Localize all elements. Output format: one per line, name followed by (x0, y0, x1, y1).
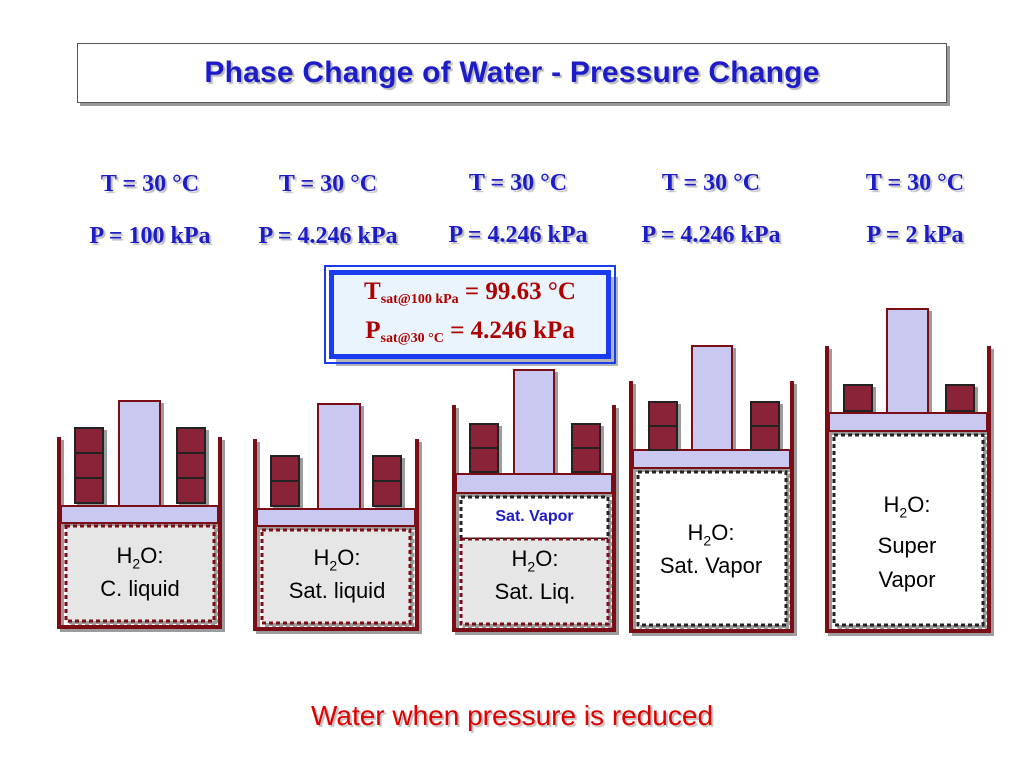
piston-4 (632, 449, 791, 469)
weight-block (750, 401, 780, 427)
state-4-pressure: P = 4.246 kPa (641, 222, 781, 248)
weight-block (176, 427, 206, 454)
state-4-content: H2O: Sat. Vapor (659, 520, 763, 579)
state-2-content: H2O: Sat. liquid (288, 545, 386, 604)
cylinder-5 (825, 308, 991, 633)
state-3-content: H2O: Sat. Liq. (494, 546, 576, 605)
piston-2 (256, 508, 416, 527)
weight-block (945, 384, 975, 412)
piston-3 (455, 473, 613, 494)
weight-block (270, 455, 300, 482)
state-1-temperature: T = 30 °C (100, 171, 200, 197)
weight-block (270, 480, 300, 507)
state-5-content: H2O: Super Vapor (877, 492, 937, 593)
piston-rod-3 (513, 369, 555, 475)
vapor-region-3 (459, 495, 610, 541)
state-2-temperature: T = 30 °C (278, 171, 378, 197)
state-4-temperature: T = 30 °C (661, 170, 761, 196)
slide-title: Phase Change of Water - Pressure Change (204, 56, 820, 89)
state-5-pressure: P = 2 kPa (866, 222, 964, 248)
weight-block (74, 427, 104, 454)
weight-block (648, 401, 678, 427)
cylinder-2 (253, 403, 419, 631)
liquid-region-3 (459, 537, 610, 626)
weight-block (176, 452, 206, 479)
liquid-region-1 (64, 524, 216, 623)
piston-rod-1 (118, 400, 161, 507)
state-3-pressure: P = 4.246 kPa (448, 222, 588, 248)
weight-block (74, 477, 104, 504)
weight-block (750, 425, 780, 451)
footer-caption: Water when pressure is reduced (310, 700, 714, 731)
weight-block (74, 452, 104, 479)
weight-block (469, 447, 499, 473)
weight-block (372, 455, 402, 482)
piston-rod-4 (691, 345, 733, 451)
weight-block (571, 447, 601, 473)
state-2-pressure: P = 4.246 kPa (258, 223, 398, 249)
saturation-properties-box: Tsat@100 kPa = 99.63 °C Psat@30 °C = 4.2… (324, 265, 616, 364)
vapor-region-4 (636, 470, 788, 627)
piston-5 (828, 412, 988, 432)
saturation-pressure: Psat@30 °C = 4.246 kPa (365, 316, 575, 346)
weight-block (372, 480, 402, 507)
cylinder-3 (452, 369, 616, 632)
cylinder-1 (57, 400, 222, 629)
piston-rod-5 (886, 308, 929, 414)
saturation-temperature: Tsat@100 kPa = 99.63 °C (364, 277, 576, 307)
weight-block (648, 425, 678, 451)
cylinder-4 (629, 345, 794, 633)
liquid-region-2 (260, 528, 412, 625)
state-1-pressure: P = 100 kPa (89, 223, 211, 249)
state-3-vapor-label: Sat. Vapor (495, 508, 574, 525)
state-3-temperature: T = 30 °C (468, 170, 568, 196)
piston-rod-2 (317, 403, 361, 510)
piston-1 (60, 505, 219, 524)
weight-block (469, 423, 499, 449)
vapor-region-5 (832, 433, 985, 627)
weight-block (176, 477, 206, 504)
weight-block (571, 423, 601, 449)
state-5-temperature: T = 30 °C (865, 170, 965, 196)
title-box: Phase Change of Water - Pressure Change (77, 43, 947, 103)
weight-block (843, 384, 873, 412)
state-1-content: H2O: C. liquid (100, 543, 180, 602)
